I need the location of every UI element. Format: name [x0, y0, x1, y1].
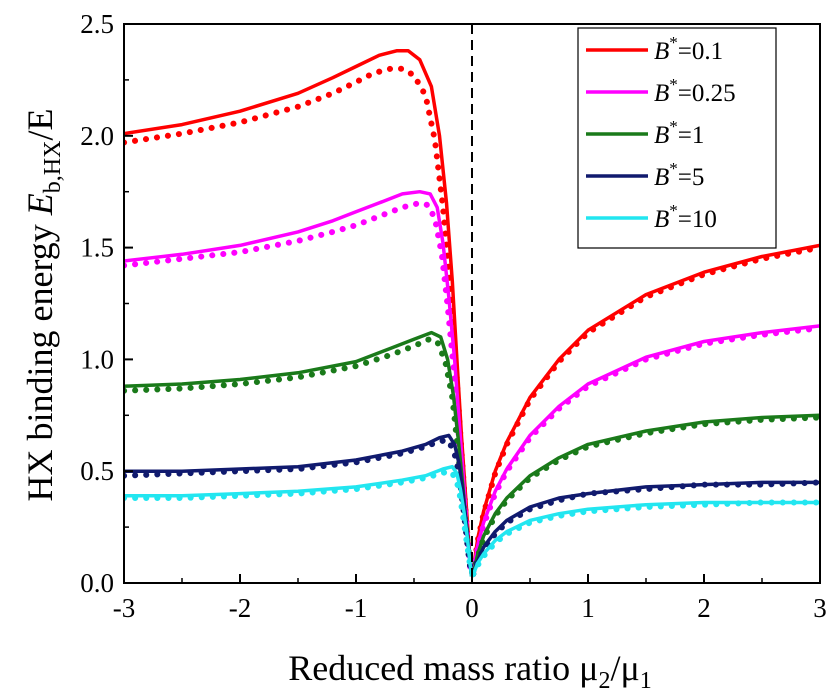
- legend-label: B*=1: [654, 117, 704, 149]
- series-solid-line: [470, 480, 820, 577]
- y-tick-label: 0.5: [80, 456, 114, 486]
- y-tick-label: 1.5: [80, 233, 114, 263]
- legend: B*=0.1 B*=0.25 B*=1 B*=5 B*=10: [577, 27, 777, 249]
- series-solid-line: [470, 500, 820, 577]
- x-tick-label: 1: [581, 593, 595, 623]
- legend-box: [577, 27, 777, 249]
- series-solid-line: [470, 413, 820, 577]
- series-dotted-line: [470, 479, 820, 578]
- x-tick-label: 2: [697, 593, 711, 623]
- x-tick-label: -3: [113, 593, 136, 623]
- series-solid-line: [124, 189, 473, 568]
- series-solid-line: [124, 330, 474, 577]
- legend-label: B*=0.1: [654, 33, 723, 65]
- series-dotted-line: [124, 199, 474, 573]
- y-tick-label: 2.5: [80, 9, 114, 39]
- series-dotted-line: [470, 325, 820, 575]
- series-solid-line: [124, 433, 474, 577]
- series-5: [124, 464, 820, 578]
- x-tick-label: -1: [345, 593, 368, 623]
- y-axis: 0.0 0.5 1.0 1.5 2.0 2.5: [80, 9, 133, 598]
- x-axis: -3 -2 -1 0 1 2 3: [113, 574, 827, 623]
- x-tick-label: -2: [229, 593, 252, 623]
- series-dotted-line: [124, 436, 474, 575]
- series-solid-line: [470, 243, 820, 575]
- series-layer: [124, 49, 820, 578]
- series-solid-line: [124, 464, 474, 577]
- x-tick-label: 3: [813, 593, 827, 623]
- series-dotted-line: [124, 468, 473, 566]
- series-solid-line: [470, 324, 820, 575]
- y-axis-title: HX binding energy Eb,HX/E: [20, 109, 66, 502]
- y-tick-label: 0.0: [80, 568, 114, 598]
- legend-label: B*=0.25: [654, 75, 736, 107]
- legend-label: B*=5: [654, 159, 704, 191]
- x-axis-title: Reduced mass ratio μ2/μ1: [288, 648, 652, 694]
- x-tick-label: 0: [465, 593, 479, 623]
- y-tick-label: 1.0: [80, 344, 114, 374]
- y-tick-label: 2.0: [80, 121, 114, 151]
- series-dotted-line: [470, 499, 820, 578]
- series-dotted-line: [124, 65, 474, 578]
- legend-label: B*=10: [654, 201, 717, 233]
